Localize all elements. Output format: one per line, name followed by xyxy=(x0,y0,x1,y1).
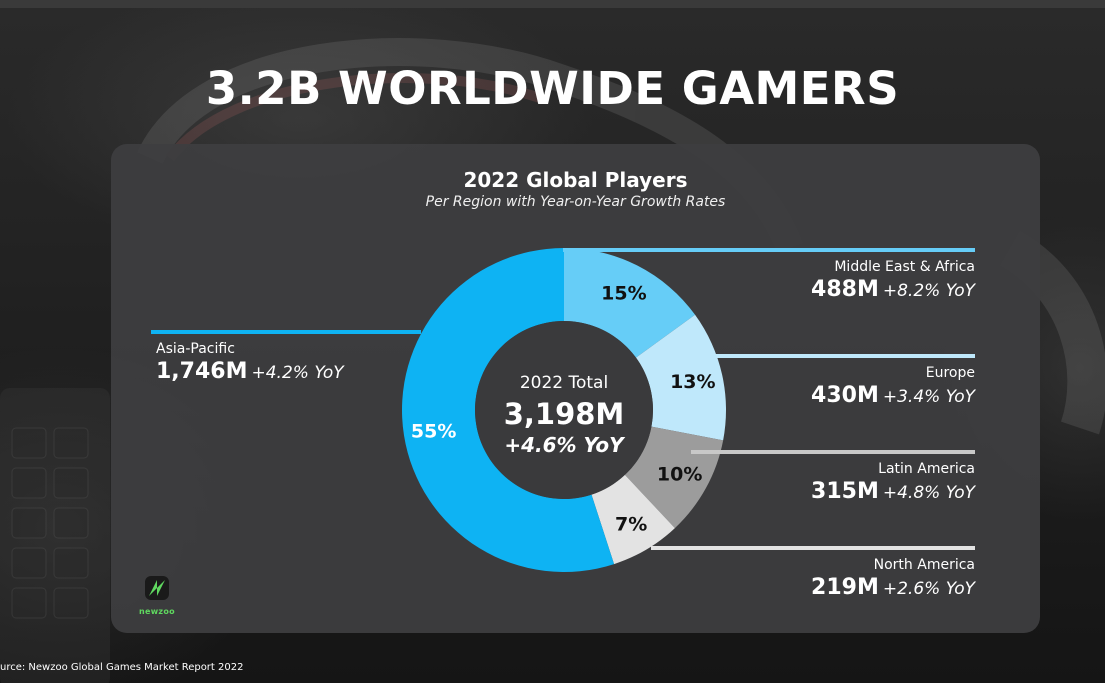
legend-value: 488M xyxy=(811,277,879,302)
legend-middle-east-africa: Middle East & Africa 488M +8.2% YoY xyxy=(811,259,975,302)
page-title: 3.2B WORLDWIDE GAMERS xyxy=(205,62,900,115)
chart-subtitle: Per Region with Year-on-Year Growth Rate… xyxy=(425,194,726,210)
logo-text: newzoo xyxy=(139,607,175,616)
legend-europe: Europe 430M +3.4% YoY xyxy=(811,365,975,408)
legend-growth: +8.2% YoY xyxy=(882,281,975,301)
donut-slice-north-america xyxy=(591,474,675,565)
center-total-label: 2022 Total xyxy=(520,373,608,393)
legend-name: Europe xyxy=(925,365,975,381)
legend-name: Latin America xyxy=(878,461,975,477)
chart-title: 2022 Global Players xyxy=(463,168,688,192)
donut-slice-europe xyxy=(636,314,726,441)
slice-percent-label: 15% xyxy=(601,282,646,304)
legend-value: 1,746M xyxy=(156,359,248,384)
slice-percent-label: 55% xyxy=(411,421,456,443)
donut-hole xyxy=(475,321,653,499)
chart-panel: 2022 Global Players Per Region with Year… xyxy=(111,144,1040,633)
separator-europe xyxy=(691,354,975,358)
source-note: urce: Newzoo Global Games Market Report … xyxy=(0,662,244,673)
newzoo-logo-icon xyxy=(145,576,169,600)
legend-value: 315M xyxy=(811,479,879,504)
separator-north-america xyxy=(651,546,975,550)
legend-name: Asia-Pacific xyxy=(156,341,235,357)
legend-value: 430M xyxy=(811,383,879,408)
legend-north-america: North America 219M +2.6% YoY xyxy=(811,557,975,600)
legend-name: North America xyxy=(873,557,975,573)
legend-growth: +4.2% YoY xyxy=(251,363,344,383)
slice-percent-label: 10% xyxy=(657,464,702,486)
slice-percent-label: 7% xyxy=(615,514,647,536)
slice-percent-label: 13% xyxy=(670,371,715,393)
center-total-growth: +4.6% YoY xyxy=(504,433,626,457)
separator-latin-america xyxy=(691,450,975,454)
donut-slice-middle-east-africa xyxy=(564,248,696,358)
center-total-value: 3,198M xyxy=(504,397,625,431)
legend-growth: +4.8% YoY xyxy=(882,483,975,503)
donut-chart: 15% 13% 10% 7% 55% 2022 Total 3,198M+4.6% YoY xyxy=(402,248,726,572)
legend-name: Middle East & Africa xyxy=(834,259,975,275)
top-bar xyxy=(0,0,1105,8)
separator-asia-pacific xyxy=(151,330,421,334)
legend-latin-america: Latin America 315M +4.8% YoY xyxy=(811,461,975,504)
legend-value: 219M xyxy=(811,575,879,600)
legend-growth: +2.6% YoY xyxy=(882,579,975,599)
donut-slice-asia-pacific xyxy=(402,248,615,572)
newzoo-logo: newzoo xyxy=(135,574,179,616)
legend-growth: +3.4% YoY xyxy=(882,387,975,407)
separator-middle-east-africa xyxy=(563,248,975,252)
legend-asia-pacific: Asia-Pacific 1,746M +4.2% YoY xyxy=(156,341,344,384)
